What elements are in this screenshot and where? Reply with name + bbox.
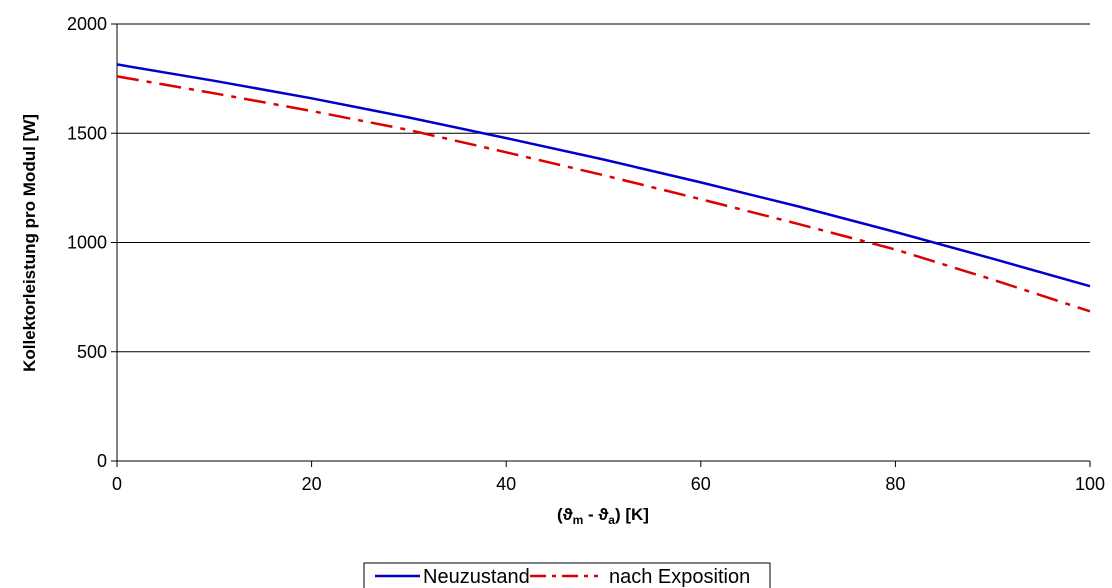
series-lines — [116, 63, 1091, 313]
x-ticks: 0 20 40 60 80 100 — [112, 461, 1105, 494]
x-tick-label: 80 — [885, 474, 905, 494]
x-tick-label: 20 — [302, 474, 322, 494]
x-axis-title-mid: - — [583, 505, 598, 524]
x-tick-label: 0 — [112, 474, 122, 494]
x-axis-title-open: ( — [557, 505, 563, 524]
y-tick-label: 2000 — [67, 14, 107, 34]
y-tick-label: 500 — [77, 342, 107, 362]
x-axis-title-sym2: ϑ — [598, 505, 608, 524]
x-tick-label: 100 — [1075, 474, 1105, 494]
y-tick-label: 1500 — [67, 123, 107, 143]
y-axis-title: Kollektorleistung pro Modul [W] — [20, 114, 39, 372]
x-axis-title-sub2: a — [608, 513, 615, 527]
y-tick-label: 1000 — [67, 233, 107, 253]
x-axis-title-sym1: ϑ — [563, 505, 573, 524]
y-ticks: 0 500 1000 1500 2000 — [67, 14, 117, 471]
legend-label-neuzustand: Neuzustand — [423, 566, 530, 588]
x-axis-title: (ϑm - ϑa) [K] — [557, 505, 649, 527]
x-tick-label: 40 — [496, 474, 516, 494]
x-tick-label: 60 — [691, 474, 711, 494]
gridlines — [117, 23, 1090, 353]
x-axis-title-close: ) [K] — [615, 505, 649, 524]
legend-label-nach-exposition: nach Exposition — [609, 566, 750, 588]
series-line-neuzustand — [116, 63, 1091, 288]
x-axis-title-sub1: m — [573, 513, 584, 527]
series-line-nach-exposition — [116, 75, 1091, 313]
y-tick-label: 0 — [97, 451, 107, 471]
legend: Neuzustand nach Exposition — [363, 562, 771, 588]
